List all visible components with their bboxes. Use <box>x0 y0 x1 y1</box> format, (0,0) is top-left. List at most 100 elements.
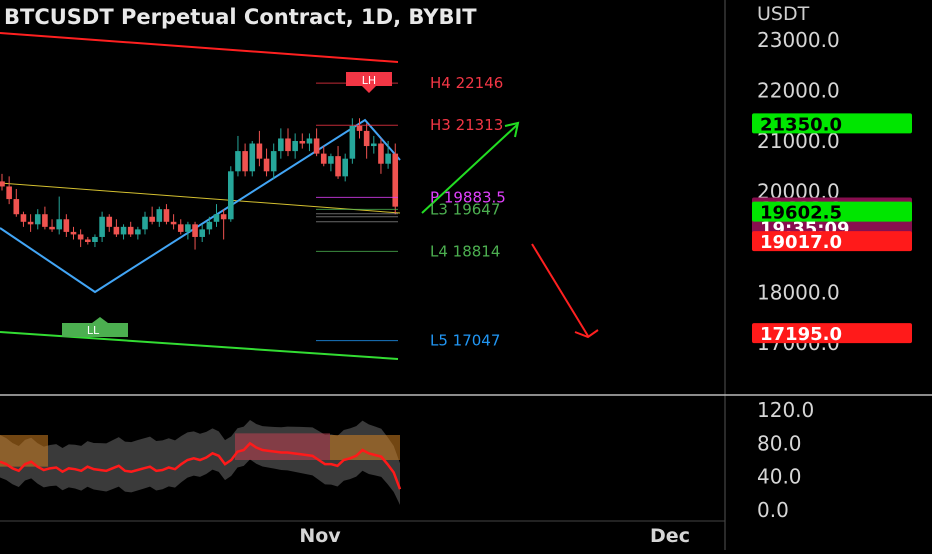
candle <box>313 128 320 157</box>
candle-body <box>113 226 120 235</box>
candles-layer <box>0 118 399 250</box>
candle-body <box>106 216 113 227</box>
candle-body <box>392 153 399 207</box>
candle <box>335 146 341 179</box>
marker-ll-label: LL <box>87 324 100 337</box>
candle <box>392 143 399 215</box>
candle-body <box>213 214 220 222</box>
candle-body <box>206 221 213 230</box>
candle <box>34 209 41 230</box>
candle <box>6 176 12 205</box>
pivot-level-l3: L3 19647 <box>316 200 500 218</box>
oscillator-zone-right <box>330 435 400 460</box>
price-tag-label: 21350.0 <box>760 114 842 135</box>
candle <box>213 204 220 227</box>
price-tag: 21350.0 <box>752 113 912 135</box>
bullish-arrow-head <box>504 121 520 138</box>
pivot-level-h4: H4 22146 <box>316 74 503 92</box>
candle <box>320 146 327 167</box>
candle-body <box>77 234 84 240</box>
candle-body <box>170 221 177 225</box>
bullish-projection-line <box>421 124 518 214</box>
price-tag-label: 17195.0 <box>760 324 842 345</box>
candle-body <box>99 216 105 237</box>
oscillator-axis-tick: 40.0 <box>757 465 802 489</box>
price-tags-layer: 21350.019683.019:35:0919602.519017.01719… <box>752 113 912 345</box>
price-axis-tick: 22000.0 <box>757 79 840 103</box>
candle <box>149 206 155 225</box>
pivot-level-label: H3 21313 <box>430 116 503 134</box>
candle <box>292 133 298 159</box>
candle-body <box>285 138 291 152</box>
price-axis-tick: 23000.0 <box>757 28 840 52</box>
candle <box>371 135 377 154</box>
candle <box>256 130 263 167</box>
candle-body <box>0 181 5 187</box>
candle-body <box>20 214 27 222</box>
bearish-projection-line <box>531 243 589 337</box>
candle <box>363 123 370 159</box>
chart-title: BTCUSDT Perpetual Contract, 1D, BYBIT <box>4 5 477 29</box>
candle-body <box>263 158 270 172</box>
candle-body <box>49 226 55 230</box>
candle-body <box>120 226 127 235</box>
pivot-level-label: L5 17047 <box>430 332 500 350</box>
candle-body <box>27 221 34 225</box>
pivot-level-l5: L5 17047 <box>316 332 500 350</box>
candle-body <box>13 199 20 215</box>
candle-body <box>356 125 363 131</box>
candle <box>249 141 256 177</box>
candle <box>20 211 27 227</box>
candle <box>113 219 120 237</box>
candle <box>135 226 141 240</box>
pivot-level-label: P 19883.5 <box>430 188 506 206</box>
pivot-levels-layer: H4 22146 H3 21313 P 19883.5L3 19647 L4 1881… <box>62 72 506 350</box>
candle-body <box>63 219 70 232</box>
pivot-level-l4: L4 18814 <box>316 242 500 260</box>
candle-body <box>163 209 170 222</box>
candle <box>49 219 55 232</box>
candle-body <box>85 239 91 242</box>
candle <box>185 221 191 240</box>
candle-body <box>342 158 348 177</box>
candle <box>27 214 34 232</box>
marker-ll: LL <box>62 317 128 337</box>
candle <box>13 188 20 217</box>
candle-body <box>192 224 198 237</box>
drawings-layer <box>0 32 599 360</box>
candle <box>63 214 70 237</box>
candle-body <box>156 209 163 222</box>
candle-body <box>335 156 341 177</box>
candle <box>142 211 148 235</box>
candle-body <box>6 186 12 200</box>
candle-body <box>299 141 306 144</box>
price-tag: 19017.0 <box>752 231 912 253</box>
candle <box>70 226 77 240</box>
candle <box>299 133 306 149</box>
candle <box>177 219 184 235</box>
candle <box>270 143 277 179</box>
candle <box>206 216 213 235</box>
candle-body <box>349 125 356 159</box>
candle <box>378 138 384 174</box>
candle-body <box>328 156 334 164</box>
price-tag-box <box>752 201 912 222</box>
candle-body <box>220 214 227 220</box>
price-tag-box <box>752 231 912 252</box>
candle <box>85 236 91 245</box>
pivot-level-label: H4 22146 <box>430 74 503 92</box>
candle-body <box>135 229 141 235</box>
candle-body <box>270 151 277 172</box>
candle-body <box>34 214 41 225</box>
candle-body <box>278 138 284 152</box>
candle-body <box>142 216 148 230</box>
price-tag: 19602.5 <box>752 201 912 224</box>
candle <box>99 211 105 242</box>
candle <box>77 229 84 248</box>
bearish-arrow-head <box>574 329 599 339</box>
candle <box>306 133 313 152</box>
candle <box>120 224 127 240</box>
candle-body <box>199 229 205 237</box>
